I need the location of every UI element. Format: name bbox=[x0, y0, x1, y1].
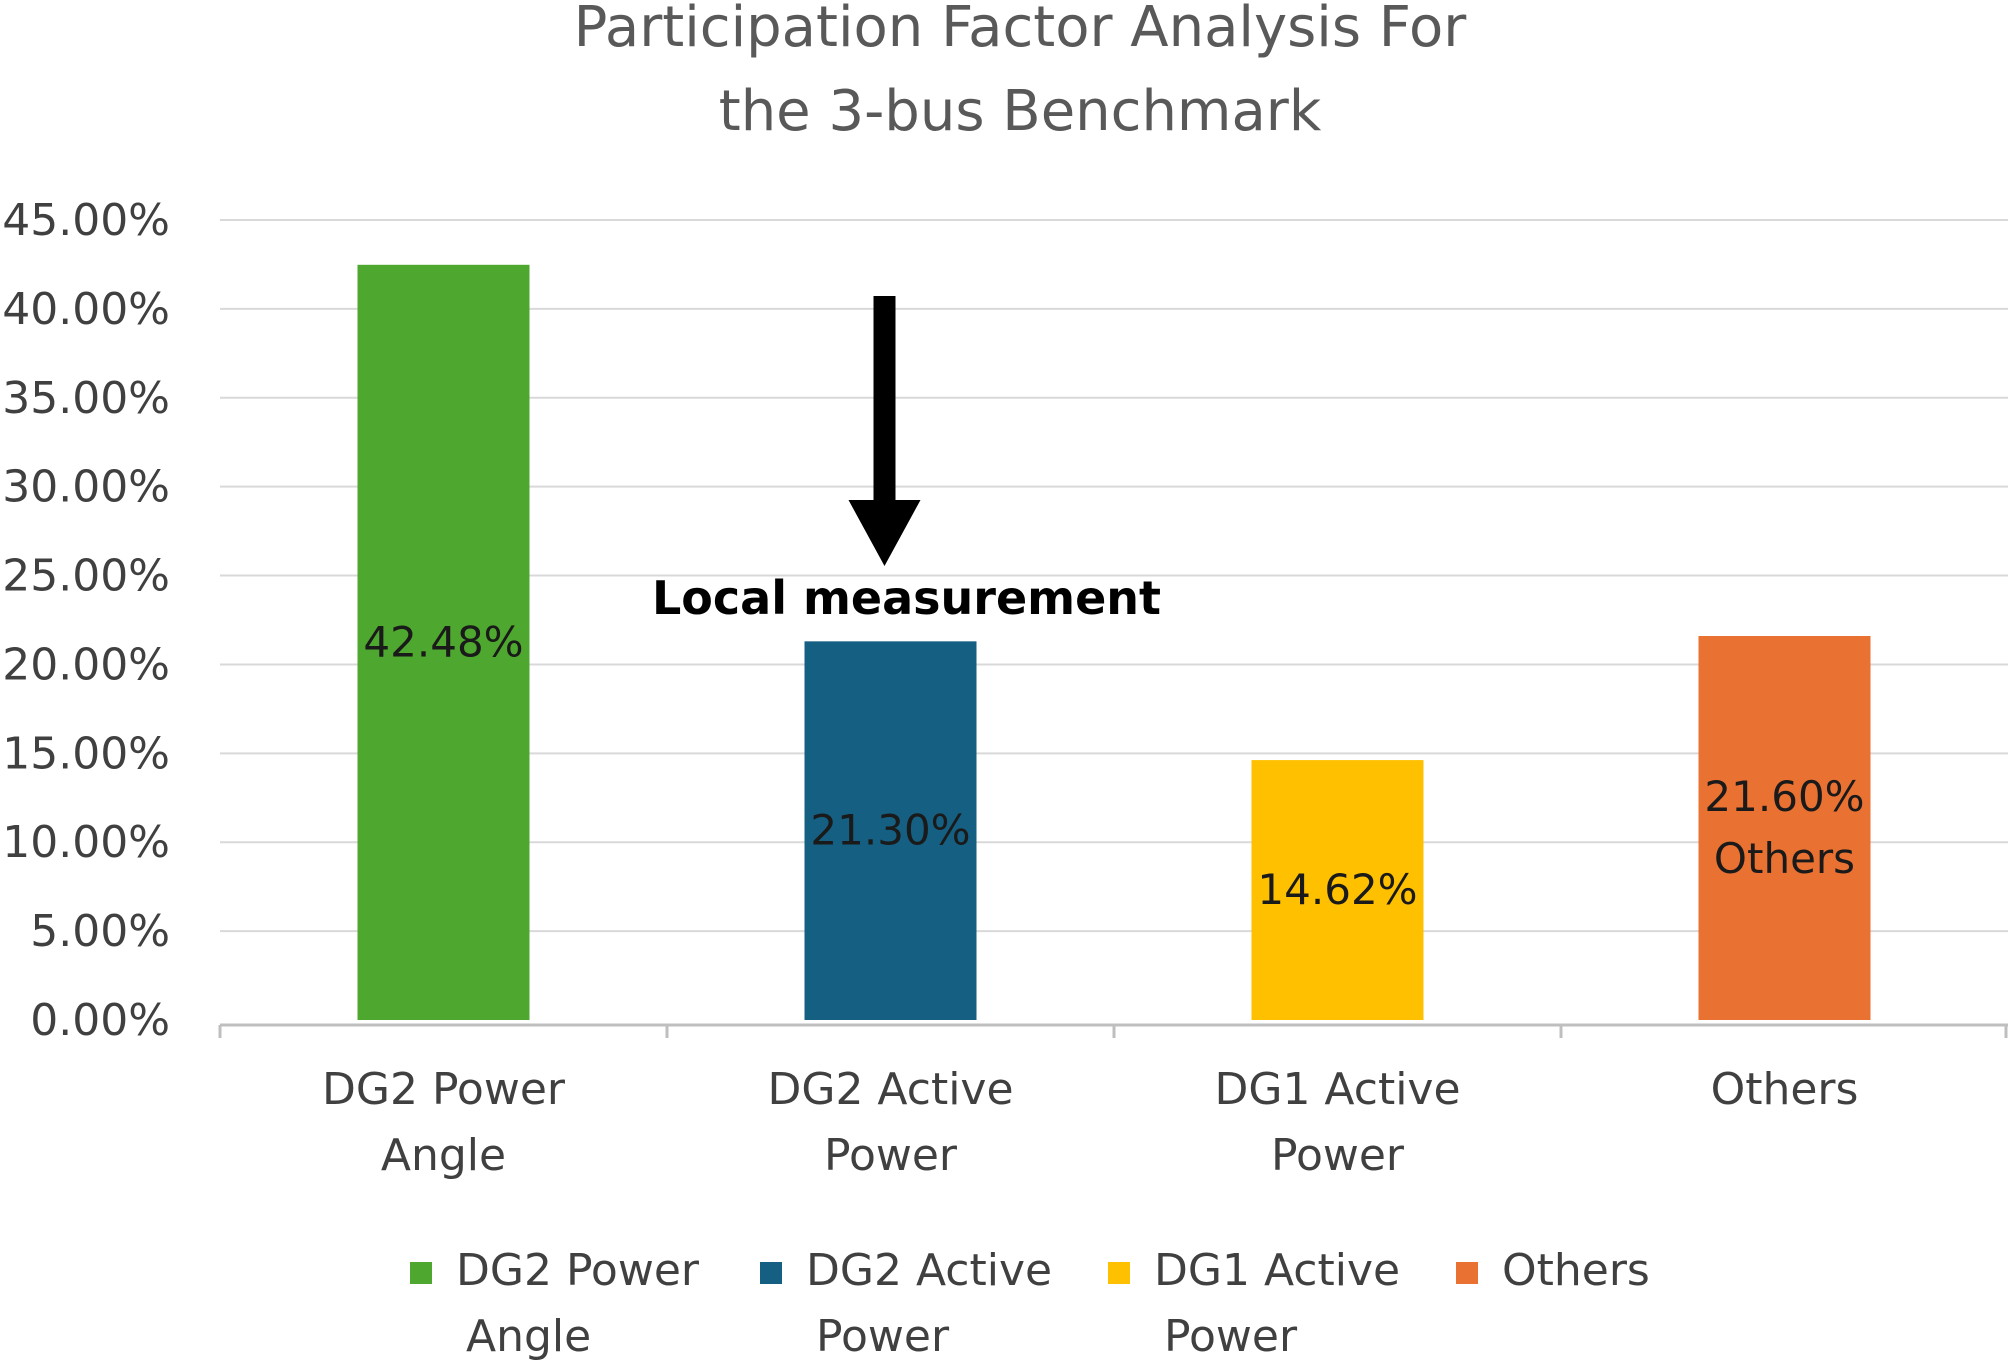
y-tick-label: 0.00% bbox=[30, 995, 170, 1046]
bar bbox=[357, 264, 530, 1020]
y-tick-label: 30.00% bbox=[2, 462, 170, 513]
x-axis-category-labels: DG2 Power Angle DG2 Active Power DG1 Active P… bbox=[322, 1064, 1858, 1181]
y-tick-label: 45.00% bbox=[2, 195, 170, 246]
data-label: 42.48% bbox=[363, 617, 523, 666]
annotation: Local measurement bbox=[652, 296, 1161, 625]
legend-swatch bbox=[1108, 1262, 1130, 1284]
x-tick-label: DG2 Power bbox=[322, 1064, 566, 1115]
chart-title: Participation Factor Analysis For the 3-b… bbox=[574, 0, 1468, 144]
y-tick-label: 40.00% bbox=[2, 284, 170, 335]
chart-title-line: Participation Factor Analysis For bbox=[574, 0, 1468, 60]
x-tick-label: DG1 Active bbox=[1214, 1064, 1460, 1115]
x-tick-label: Power bbox=[1271, 1130, 1405, 1181]
bar bbox=[1698, 636, 1871, 1020]
legend-entry-label: DG2 Power bbox=[456, 1245, 700, 1296]
y-tick-label: 5.00% bbox=[30, 906, 170, 957]
y-tick-label: 25.00% bbox=[2, 551, 170, 602]
annotation-label: Local measurement bbox=[652, 571, 1161, 625]
legend-swatch bbox=[410, 1262, 432, 1284]
legend-swatch bbox=[760, 1262, 782, 1284]
legend: DG2 Power Angle DG2 Active Power DG1 Active P… bbox=[410, 1245, 1650, 1361]
bar-series bbox=[357, 264, 1871, 1020]
bar bbox=[1251, 760, 1424, 1020]
x-axis bbox=[218, 1023, 2008, 1038]
legend-entry-label: Others bbox=[1502, 1245, 1650, 1296]
data-label: 21.30% bbox=[810, 806, 970, 855]
data-labels: 42.48% 21.30% 14.62% 21.60% Others bbox=[363, 617, 1864, 914]
data-label: 21.60% bbox=[1704, 772, 1864, 821]
y-tick-label: 10.00% bbox=[2, 817, 170, 868]
data-label: 14.62% bbox=[1257, 865, 1417, 914]
legend-entry-label: Power bbox=[816, 1311, 950, 1361]
legend-entry-label: DG1 Active bbox=[1154, 1245, 1400, 1296]
x-tick-label: DG2 Active bbox=[767, 1064, 1013, 1115]
legend-entry-label: DG2 Active bbox=[806, 1245, 1052, 1296]
chart-title-line: the 3-bus Benchmark bbox=[719, 79, 1322, 144]
x-tick-label: Power bbox=[824, 1130, 958, 1181]
bar bbox=[804, 641, 977, 1020]
y-tick-label: 35.00% bbox=[2, 373, 170, 424]
legend-swatch bbox=[1456, 1262, 1478, 1284]
y-axis-tick-labels: 0.00% 5.00% 10.00% 15.00% 20.00% 25.00% 30.00%… bbox=[2, 195, 170, 1046]
legend-entry-label: Power bbox=[1164, 1311, 1298, 1361]
y-tick-label: 15.00% bbox=[2, 728, 170, 779]
legend-entry-label: Angle bbox=[466, 1311, 591, 1361]
annotation-arrow-head bbox=[848, 500, 921, 566]
y-tick-label: 20.00% bbox=[2, 639, 170, 690]
data-label: Others bbox=[1714, 834, 1855, 883]
x-tick-label: Angle bbox=[381, 1130, 506, 1181]
x-tick-label: Others bbox=[1711, 1064, 1859, 1115]
